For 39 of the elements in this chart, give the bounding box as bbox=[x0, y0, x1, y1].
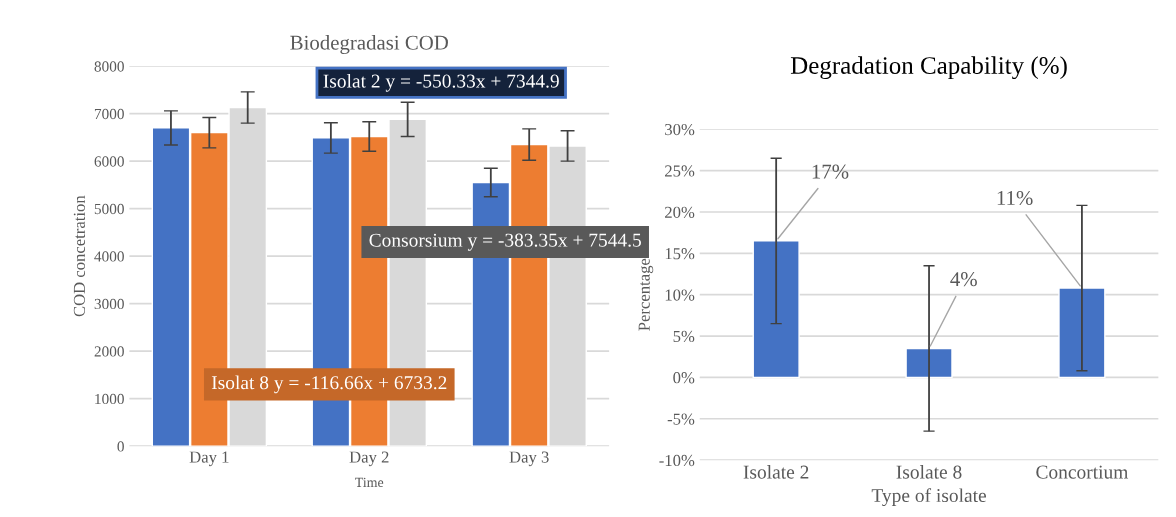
y-tick-label: 2000 bbox=[94, 346, 124, 357]
x-tick-label: Day 1 bbox=[189, 451, 229, 467]
chart-title: Biodegradasi COD bbox=[290, 35, 448, 54]
bar bbox=[905, 347, 953, 379]
y-tick-label: 8000 bbox=[94, 61, 124, 72]
x-tick-label: Isolate 2 bbox=[743, 464, 809, 479]
y-tick-label: 25% bbox=[665, 165, 695, 177]
annotation: Isolat 2 y = -550.33x + 7344.9 bbox=[323, 73, 559, 92]
y-tick-label: 5000 bbox=[94, 203, 124, 215]
y-tick-label: 6000 bbox=[94, 156, 124, 167]
y-tick-label: 4000 bbox=[94, 251, 124, 262]
annotation: Consorsium y = -383.35x + 7544.5 bbox=[369, 233, 641, 251]
y-tick-label: 1000 bbox=[95, 393, 124, 405]
y-tick-label: 30% bbox=[665, 123, 695, 136]
y-tick-label: 20% bbox=[665, 206, 695, 218]
y-tick-label: 7000 bbox=[94, 108, 124, 120]
y-tick-label: 15% bbox=[665, 248, 695, 260]
y-tick-label: 0% bbox=[673, 372, 695, 384]
x-axis-title: Time bbox=[355, 477, 384, 488]
y-tick-label: -5% bbox=[667, 413, 695, 425]
x-tick-label: Day 3 bbox=[509, 451, 549, 467]
x-tick-label: Isolate 8 bbox=[896, 464, 962, 479]
y-tick-label: 10% bbox=[665, 289, 695, 301]
data-label: 11% bbox=[997, 190, 1033, 206]
x-tick-label: Day 2 bbox=[349, 451, 389, 467]
data-label: 17% bbox=[812, 164, 849, 179]
y-axis-title: Percentage bbox=[638, 258, 654, 331]
y-tick-label: 0 bbox=[117, 441, 124, 452]
x-tick-label: Concortium bbox=[1036, 465, 1129, 479]
y-tick-label: 3000 bbox=[94, 298, 124, 310]
y-tick-label: -10% bbox=[659, 454, 695, 467]
data-label: 4% bbox=[950, 272, 977, 287]
bar bbox=[1058, 287, 1106, 379]
y-axis-title: COD concetration bbox=[73, 195, 85, 317]
y-tick-label: 5% bbox=[673, 330, 695, 343]
x-axis-title: Type of isolate bbox=[871, 488, 986, 507]
annotation: Isolat 8 y = -116.66x + 6733.2 bbox=[211, 375, 447, 394]
chart-title: Degradation Capability (%) bbox=[790, 56, 1067, 80]
bar bbox=[752, 240, 800, 379]
